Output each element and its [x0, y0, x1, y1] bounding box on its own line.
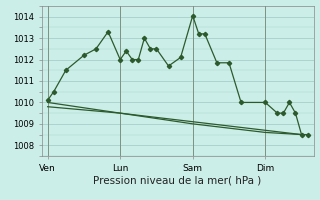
X-axis label: Pression niveau de la mer( hPa ): Pression niveau de la mer( hPa )	[93, 175, 262, 185]
